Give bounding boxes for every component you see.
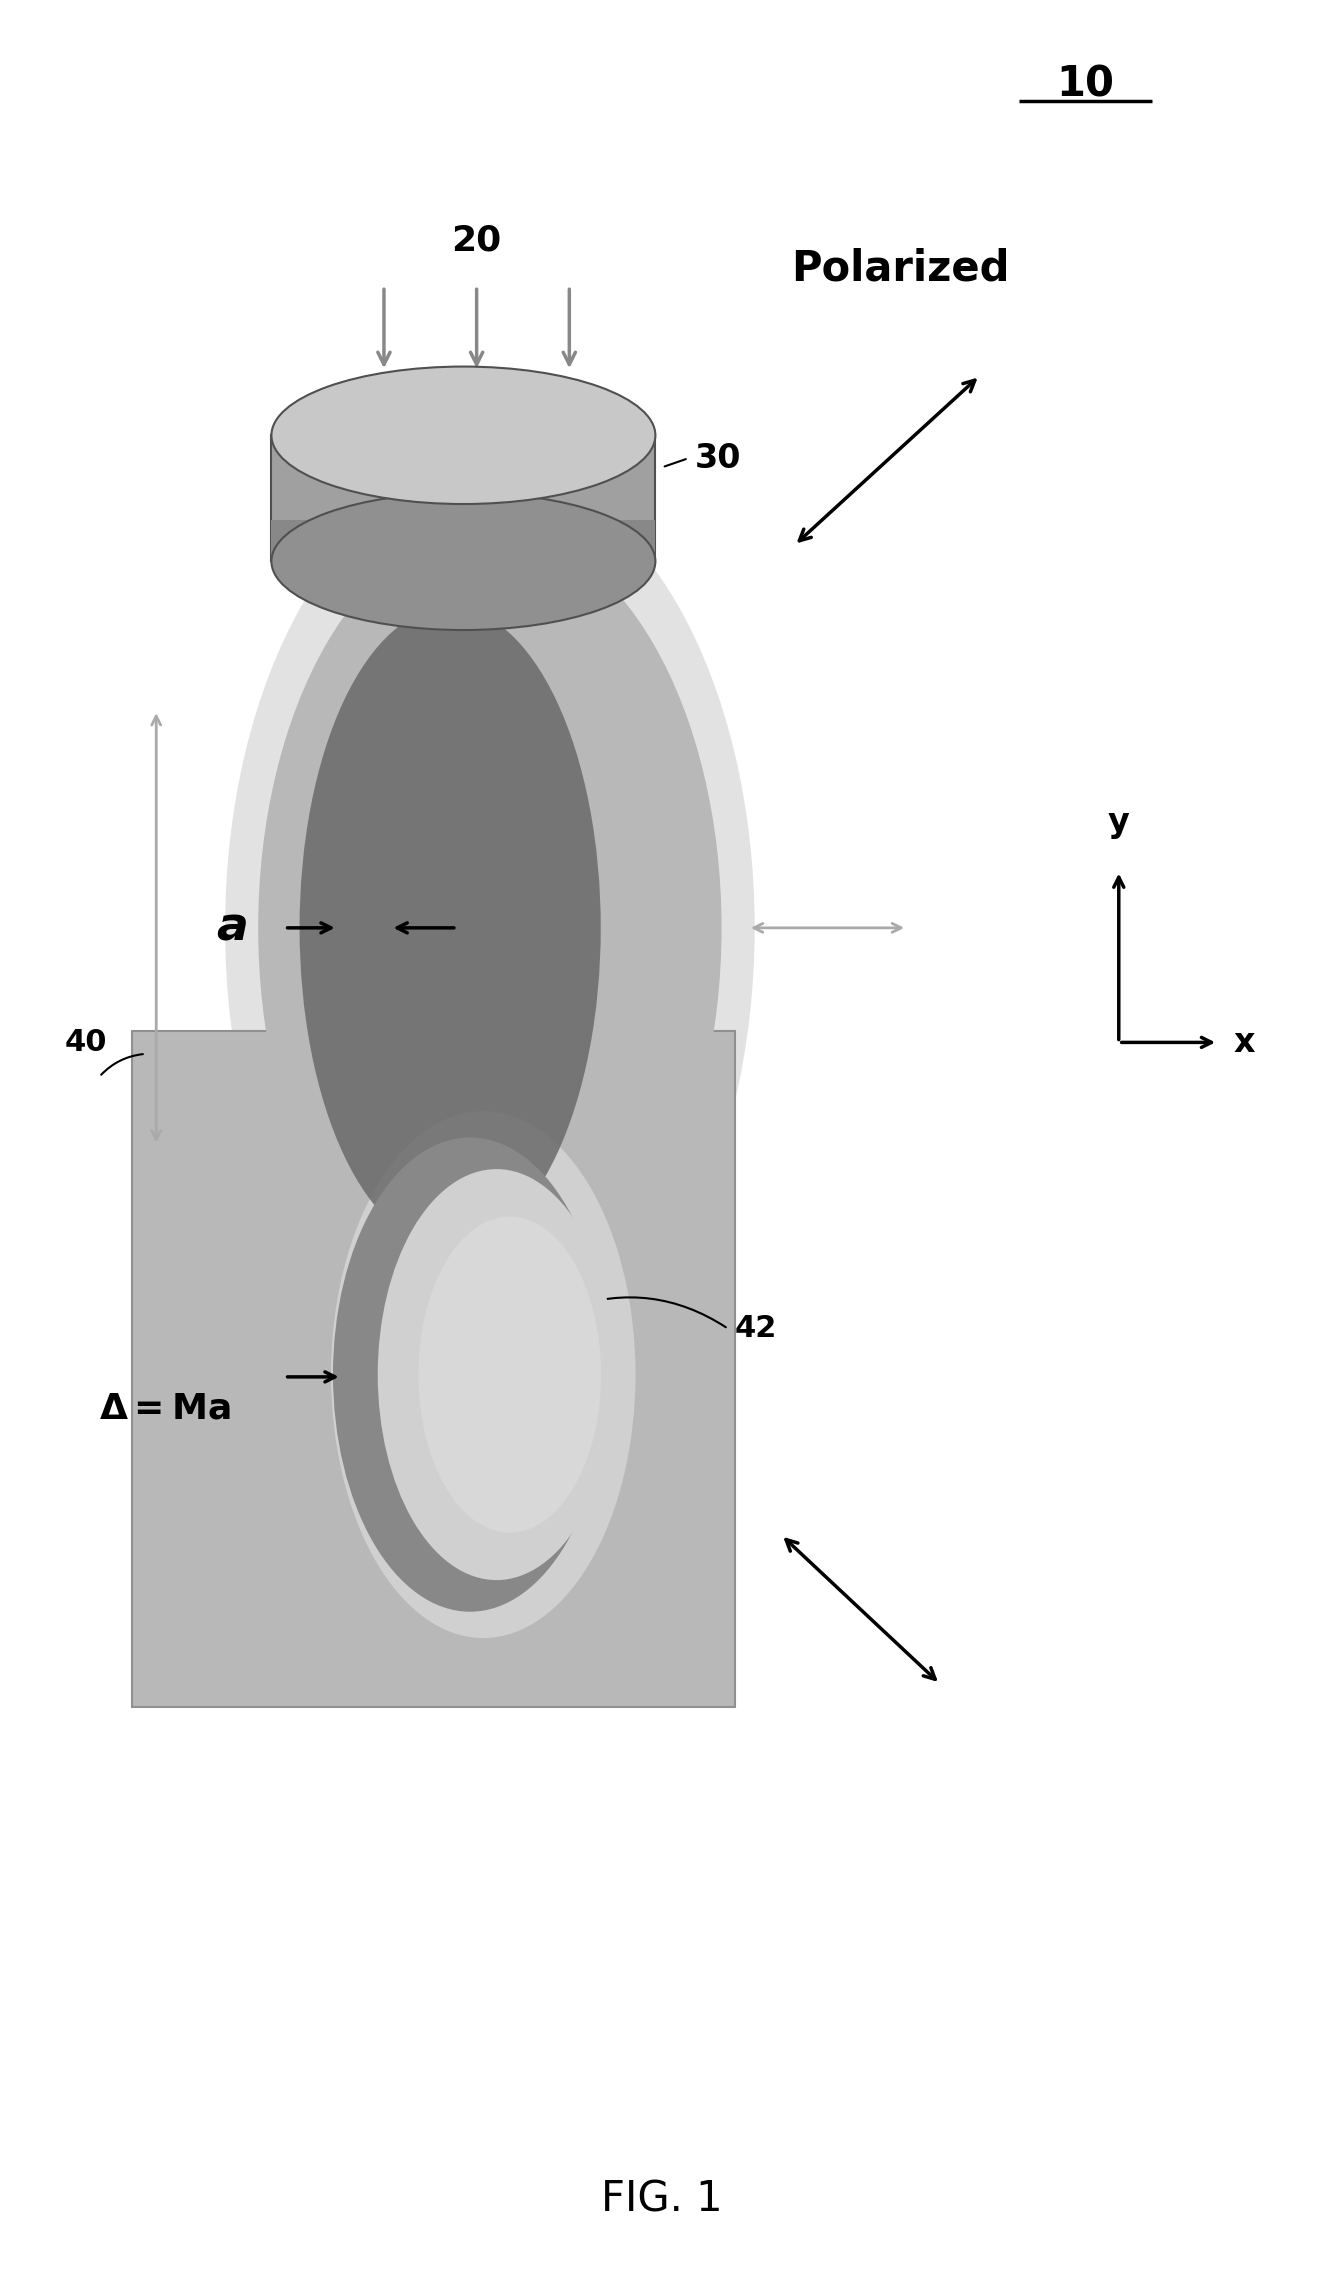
Text: 10: 10 bbox=[1057, 64, 1115, 105]
Text: 42: 42 bbox=[735, 1315, 777, 1343]
Text: y: y bbox=[1108, 806, 1129, 839]
Ellipse shape bbox=[271, 367, 655, 504]
Polygon shape bbox=[271, 435, 655, 561]
Text: x: x bbox=[1234, 1026, 1255, 1058]
Ellipse shape bbox=[418, 1217, 601, 1533]
Text: 30: 30 bbox=[695, 442, 741, 474]
Text: 20: 20 bbox=[451, 225, 502, 257]
Ellipse shape bbox=[258, 527, 722, 1329]
Ellipse shape bbox=[225, 470, 755, 1386]
Text: FIG. 1: FIG. 1 bbox=[601, 2179, 723, 2220]
Text: a: a bbox=[216, 905, 248, 951]
Ellipse shape bbox=[299, 607, 601, 1249]
Ellipse shape bbox=[332, 1136, 606, 1613]
Text: $\bf{\Delta=Ma}$: $\bf{\Delta=Ma}$ bbox=[99, 1393, 232, 1425]
Ellipse shape bbox=[377, 1168, 616, 1581]
Text: Polarized: Polarized bbox=[790, 247, 1010, 289]
Text: 40: 40 bbox=[65, 1029, 107, 1056]
FancyBboxPatch shape bbox=[132, 1031, 735, 1707]
Ellipse shape bbox=[331, 1111, 636, 1638]
Ellipse shape bbox=[271, 493, 655, 630]
Polygon shape bbox=[271, 520, 655, 561]
